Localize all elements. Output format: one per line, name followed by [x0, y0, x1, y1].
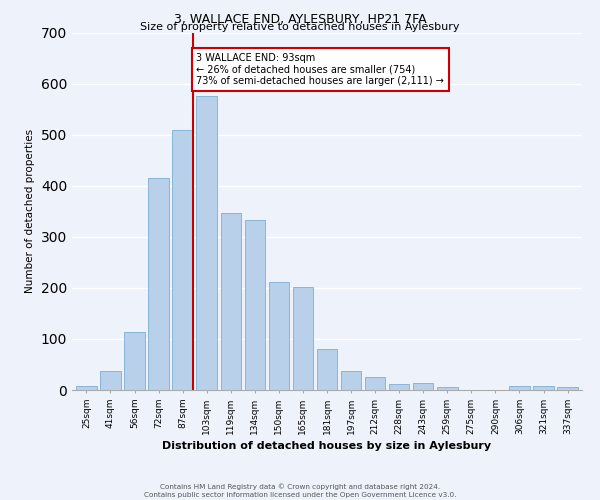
Bar [509, 386, 530, 390]
Text: Size of property relative to detached houses in Aylesbury: Size of property relative to detached ho… [140, 22, 460, 32]
Bar [76, 386, 97, 390]
Text: 3, WALLACE END, AYLESBURY, HP21 7FA: 3, WALLACE END, AYLESBURY, HP21 7FA [173, 12, 427, 26]
Bar [389, 384, 409, 390]
Bar [365, 377, 385, 390]
Y-axis label: Number of detached properties: Number of detached properties [25, 129, 35, 294]
Text: 3 WALLACE END: 93sqm
← 26% of detached houses are smaller (754)
73% of semi-deta: 3 WALLACE END: 93sqm ← 26% of detached h… [196, 53, 445, 86]
Bar [124, 332, 145, 390]
Bar [533, 386, 554, 390]
Bar [148, 178, 169, 390]
Bar [172, 130, 193, 390]
Bar [221, 213, 241, 390]
X-axis label: Distribution of detached houses by size in Aylesbury: Distribution of detached houses by size … [163, 441, 491, 451]
Bar [413, 383, 433, 390]
Bar [269, 282, 289, 390]
Bar [293, 288, 313, 390]
Bar [437, 388, 458, 390]
Bar [341, 370, 361, 390]
Bar [317, 349, 337, 390]
Bar [557, 388, 578, 390]
Bar [196, 96, 217, 390]
Bar [245, 220, 265, 390]
Text: Contains HM Land Registry data © Crown copyright and database right 2024.
Contai: Contains HM Land Registry data © Crown c… [144, 484, 456, 498]
Bar [100, 370, 121, 390]
